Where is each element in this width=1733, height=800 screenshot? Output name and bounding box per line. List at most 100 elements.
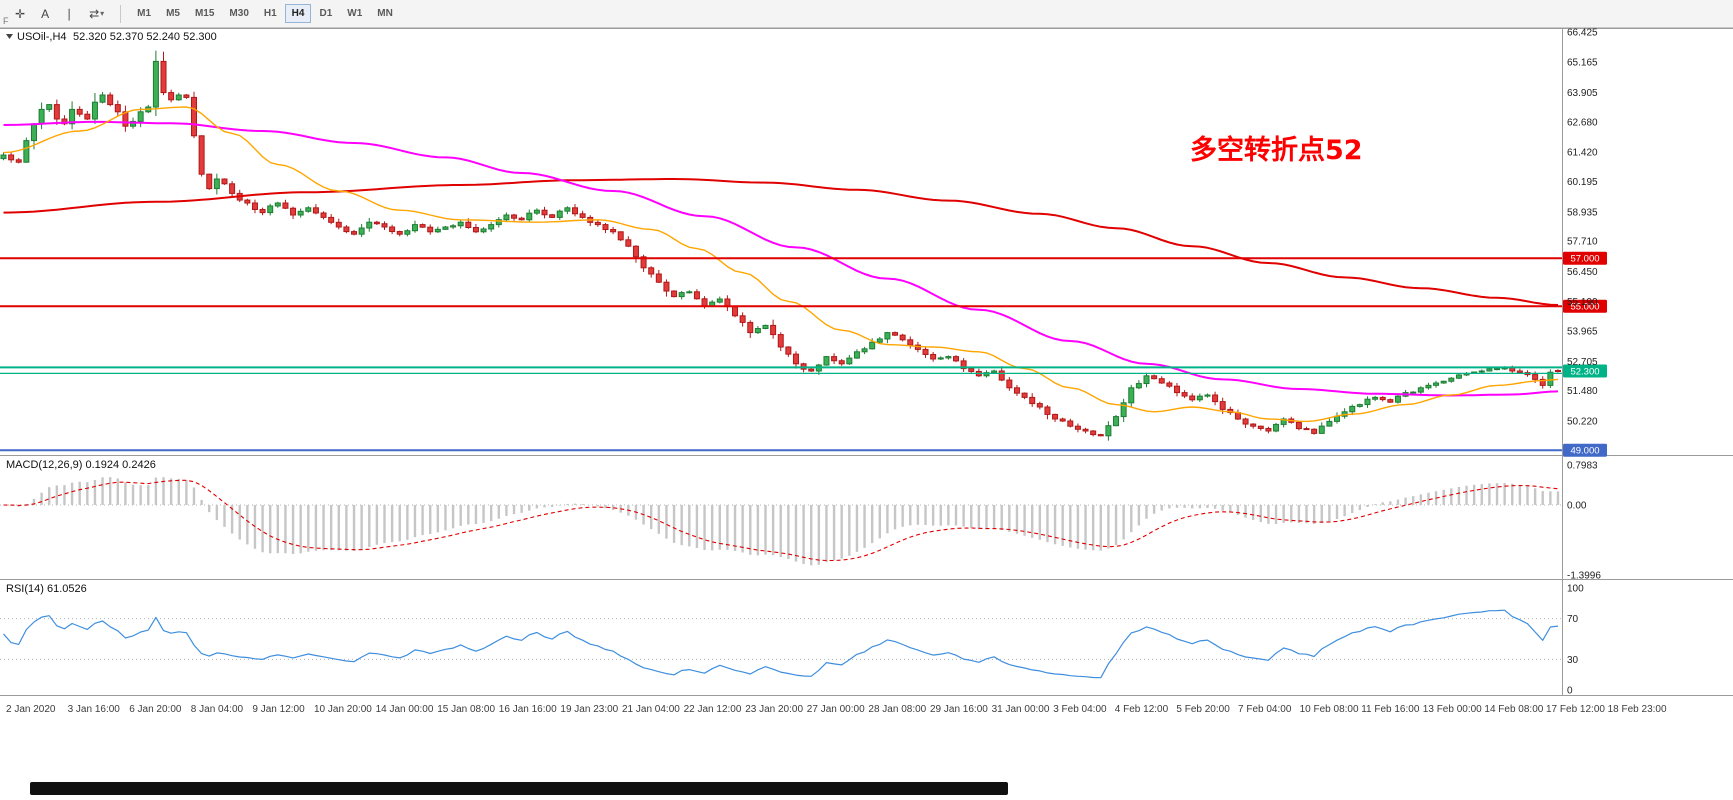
rsi-indicator-label: RSI(14) 61.0526 xyxy=(6,583,87,595)
timeframe-w1-button[interactable]: W1 xyxy=(340,4,369,23)
time-axis-label: 27 Jan 00:00 xyxy=(807,704,865,715)
time-axis-label: 11 Feb 16:00 xyxy=(1361,704,1420,715)
time-axis-label: 31 Jan 00:00 xyxy=(992,704,1050,715)
timeframe-d1-button[interactable]: D1 xyxy=(312,4,339,23)
vertical-line-tool-button[interactable]: ∣ xyxy=(58,4,80,24)
medium-ma-line xyxy=(3,120,1559,397)
tool-button-group: ✛ A ∣ ⇄ ▾ xyxy=(8,4,111,24)
price-badge-label: 57.000 xyxy=(1570,254,1599,265)
macd-signal-line xyxy=(3,479,1559,562)
bottom-area xyxy=(30,782,1008,795)
macd-axis-label: -1.3996 xyxy=(1567,571,1601,582)
time-axis-label: 17 Feb 12:00 xyxy=(1546,704,1605,715)
price-axis-label: 61.420 xyxy=(1567,148,1598,159)
crosshair-tool-button[interactable]: ✛ xyxy=(8,4,32,24)
toolbar-separator xyxy=(120,4,122,23)
time-axis-label: 16 Jan 16:00 xyxy=(499,704,557,715)
chart-title: USOil-,H4 xyxy=(17,31,67,43)
cycle-symbols-tool-button[interactable]: ⇄ ▾ xyxy=(82,4,111,24)
time-axis-label: 18 Feb 23:00 xyxy=(1608,704,1667,715)
timeframe-m5-button[interactable]: M5 xyxy=(159,4,187,23)
price-badge xyxy=(1563,251,1607,265)
medium-ma xyxy=(3,120,1559,397)
time-axis-label: 29 Jan 16:00 xyxy=(930,704,988,715)
text-label-tool-button[interactable]: A xyxy=(34,4,56,24)
macd-panel: 0.7983 0.00 -1.3996 xyxy=(0,461,1601,582)
time-axis-label: 3 Feb 04:00 xyxy=(1053,704,1107,715)
timeframe-button-group: M1 M5 M15 M30 H1 H4 D1 W1 MN xyxy=(130,4,400,23)
background-window-bar[interactable] xyxy=(30,782,1008,795)
chart-ohlc-quote: 52.320 52.370 52.240 52.300 xyxy=(73,31,217,43)
price-axis-badges: 57.000 55.000 49.000 52.300 xyxy=(1563,251,1607,457)
rsi-axis-label: 70 xyxy=(1567,614,1579,625)
macd-axis-label: 0.00 xyxy=(1567,500,1587,511)
price-axis-label: 50.220 xyxy=(1567,416,1598,427)
panel-borders xyxy=(0,28,1733,696)
timeframe-m1-button[interactable]: M1 xyxy=(130,4,158,23)
price-badge xyxy=(1563,443,1607,457)
time-axis-labels: 2 Jan 2020 3 Jan 16:00 6 Jan 20:00 8 Jan 04… xyxy=(6,704,1667,715)
price-axis-label: 66.425 xyxy=(1567,28,1598,39)
candlestick-series xyxy=(0,50,1561,441)
text-label-tool-icon: A xyxy=(41,6,50,21)
slow-ma-line xyxy=(3,178,1559,306)
time-axis-label: 7 Feb 04:00 xyxy=(1238,704,1292,715)
time-axis-label: 13 Feb 00:00 xyxy=(1423,704,1482,715)
time-axis-label: 8 Jan 04:00 xyxy=(191,704,244,715)
chart-canvas[interactable]: 57.000 55.000 49.000 52.300 66.425 65.165 63.9… xyxy=(0,28,1733,795)
fast-ma-line xyxy=(3,106,1559,423)
time-axis-label: 23 Jan 20:00 xyxy=(745,704,803,715)
time-axis-label: 3 Jan 16:00 xyxy=(68,704,121,715)
time-axis-label: 9 Jan 12:00 xyxy=(252,704,305,715)
price-axis-label: 56.450 xyxy=(1567,267,1598,278)
crosshair-tool-icon: ✛ xyxy=(15,6,26,21)
time-axis-label: 22 Jan 12:00 xyxy=(684,704,742,715)
price-axis-label: 62.680 xyxy=(1567,117,1598,128)
price-axis-label: 55.190 xyxy=(1567,297,1598,308)
chart-annotation-text[interactable]: 多空转折点52 xyxy=(1190,134,1363,166)
time-axis-label: 6 Jan 20:00 xyxy=(129,704,182,715)
time-axis-label: 10 Feb 08:00 xyxy=(1300,704,1359,715)
toolbar-corner-label: F xyxy=(3,16,9,26)
time-axis-label: 28 Jan 08:00 xyxy=(868,704,926,715)
timeframe-h1-button[interactable]: H1 xyxy=(257,4,284,23)
slow-ma xyxy=(3,178,1559,306)
price-axis-label: 57.710 xyxy=(1567,237,1598,248)
chevron-down-icon: ▾ xyxy=(100,9,105,18)
horizontal-line-objects[interactable] xyxy=(0,257,1562,452)
vertical-line-tool-icon: ∣ xyxy=(66,6,73,21)
price-axis-label: 60.195 xyxy=(1567,177,1598,188)
time-axis-label: 5 Feb 20:00 xyxy=(1176,704,1230,715)
timeframe-m15-button[interactable]: M15 xyxy=(188,4,221,23)
price-badge-label: 49.000 xyxy=(1570,446,1599,457)
rsi-axis-label: 30 xyxy=(1567,655,1579,666)
time-axis-label: 14 Jan 00:00 xyxy=(376,704,434,715)
rsi-panel: 100 70 30 0 xyxy=(0,584,1584,697)
time-axis-label: 19 Jan 23:00 xyxy=(560,704,618,715)
time-axis-label: 2 Jan 2020 xyxy=(6,704,56,715)
price-axis-label: 51.480 xyxy=(1567,386,1598,397)
price-axis-label: 65.165 xyxy=(1567,58,1598,69)
generated-chart-layers: 57.000 55.000 49.000 52.300 66.425 65.165 63.9… xyxy=(0,28,1733,795)
rsi-axis-label: 0 xyxy=(1567,686,1573,697)
rsi-line xyxy=(3,609,1559,679)
rsi-axis-label: 100 xyxy=(1567,584,1584,595)
price-axis-label: 52.705 xyxy=(1567,357,1598,368)
fast-ma xyxy=(3,106,1559,423)
time-axis-label: 14 Feb 08:00 xyxy=(1484,704,1543,715)
timeframe-mn-button[interactable]: MN xyxy=(370,4,400,23)
timeframe-m30-button[interactable]: M30 xyxy=(222,4,255,23)
macd-indicator-label: MACD(12,26,9) 0.1924 0.2426 xyxy=(6,459,156,471)
time-axis-label: 21 Jan 04:00 xyxy=(622,704,680,715)
macd-histogram xyxy=(9,477,1560,566)
cycle-symbols-tool-icon: ⇄ xyxy=(89,6,100,21)
price-badge-label: 55.000 xyxy=(1570,302,1599,313)
price-axis-label: 58.935 xyxy=(1567,207,1598,218)
price-badge xyxy=(1563,299,1607,313)
timeframe-h4-button[interactable]: H4 xyxy=(284,4,312,23)
time-axis-label: 15 Jan 08:00 xyxy=(437,704,495,715)
price-badge-label: 52.300 xyxy=(1570,367,1599,378)
toolbar: ✛ A ∣ ⇄ ▾ M1 M5 M15 M30 H1 H4 D1 W1 MN F xyxy=(0,0,1733,28)
time-axis-label: 10 Jan 20:00 xyxy=(314,704,372,715)
